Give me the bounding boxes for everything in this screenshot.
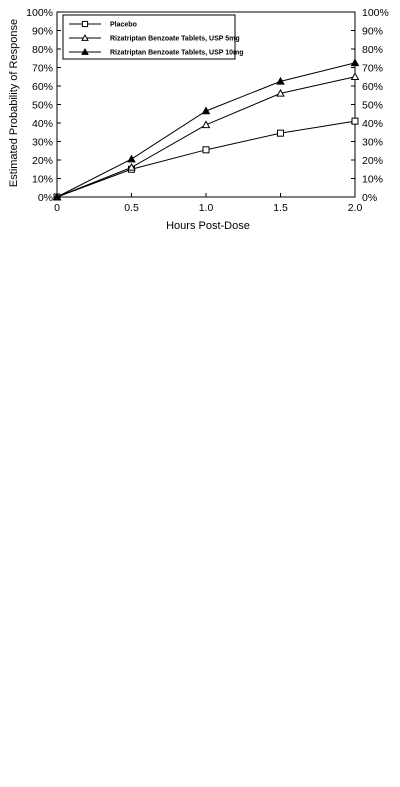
y-tick-label-left: 60% — [32, 81, 53, 93]
data-point — [350, 58, 360, 67]
y-tick-label-right: 60% — [362, 81, 383, 93]
legend-item: Placebo — [69, 20, 137, 29]
y-tick-label-right: 70% — [362, 63, 383, 75]
series-line — [56, 62, 356, 198]
data-point — [277, 129, 284, 137]
data-point — [201, 106, 211, 115]
x-tick-label: 1.0 — [199, 202, 214, 214]
y-tick-label-left: 40% — [32, 118, 53, 130]
data-point — [350, 72, 360, 81]
data-point — [127, 154, 136, 163]
x-axis-label: Hours Post-Dose — [166, 220, 250, 232]
legend-marker — [81, 33, 89, 41]
y-tick-label-right: 30% — [362, 137, 383, 149]
legend-item: Rizatriptan Benzoate Tablets, USP 10mg — [69, 47, 244, 57]
y-tick-label-right: 100% — [362, 7, 389, 19]
y-tick-label-right: 40% — [362, 118, 383, 130]
legend-marker — [81, 47, 89, 55]
data-point — [201, 120, 211, 129]
y-tick-label-left: 0% — [38, 192, 53, 204]
y-tick-label-left: 50% — [32, 100, 53, 112]
x-tick-label: 1.5 — [273, 202, 288, 214]
y-tick-label-right: 50% — [362, 100, 383, 112]
series-line — [56, 76, 356, 198]
legend: Placebo Rizatriptan Benzoate Tablets, USP… — [62, 14, 244, 60]
series-1 — [53, 117, 359, 201]
y-tick-label-right: 0% — [362, 192, 377, 204]
data-point — [276, 88, 285, 97]
legend-item: Rizatriptan Benzoate Tablets, USP 5mg — [69, 33, 240, 43]
y-tick-label-left: 80% — [32, 44, 53, 56]
series-line — [56, 120, 356, 198]
x-tick-label: 2.0 — [348, 202, 363, 214]
data-point — [202, 146, 210, 154]
y-tick-label-right: 10% — [362, 174, 383, 186]
x-tick-label: 0 — [54, 202, 60, 214]
y-tick-label-left: 10% — [32, 174, 53, 186]
y-tick-label-right: 90% — [362, 26, 383, 38]
data-point — [52, 192, 62, 201]
legend-label: Rizatriptan Benzoate Tablets, USP 10mg — [110, 50, 244, 57]
y-tick-label-right: 20% — [362, 155, 383, 167]
legend-label: Rizatriptan Benzoate Tablets, USP 5mg — [110, 36, 240, 43]
series-lines — [52, 58, 360, 201]
y-tick-label-left: 70% — [32, 63, 53, 75]
series-3 — [52, 58, 360, 201]
data-point — [351, 117, 359, 125]
y-tick-label-right: 80% — [362, 44, 383, 56]
y-axis-label: Estimated Probability of Response — [8, 19, 20, 187]
data-point — [127, 162, 136, 171]
y-tick-label-left: 30% — [32, 137, 53, 149]
data-point — [276, 76, 285, 85]
x-tick-label: 0.5 — [124, 202, 139, 214]
y-tick-label-left: 100% — [26, 7, 53, 19]
y-tick-label-left: 20% — [32, 155, 53, 167]
legend-marker — [81, 20, 89, 28]
axis-ticks: 0% 0% 10% 10% 20% 20% 30% 30% 40% 40% 50% 50% 60% 60%… — [26, 7, 389, 214]
legend-label: Placebo — [110, 22, 137, 29]
y-tick-label-left: 90% — [32, 26, 53, 38]
